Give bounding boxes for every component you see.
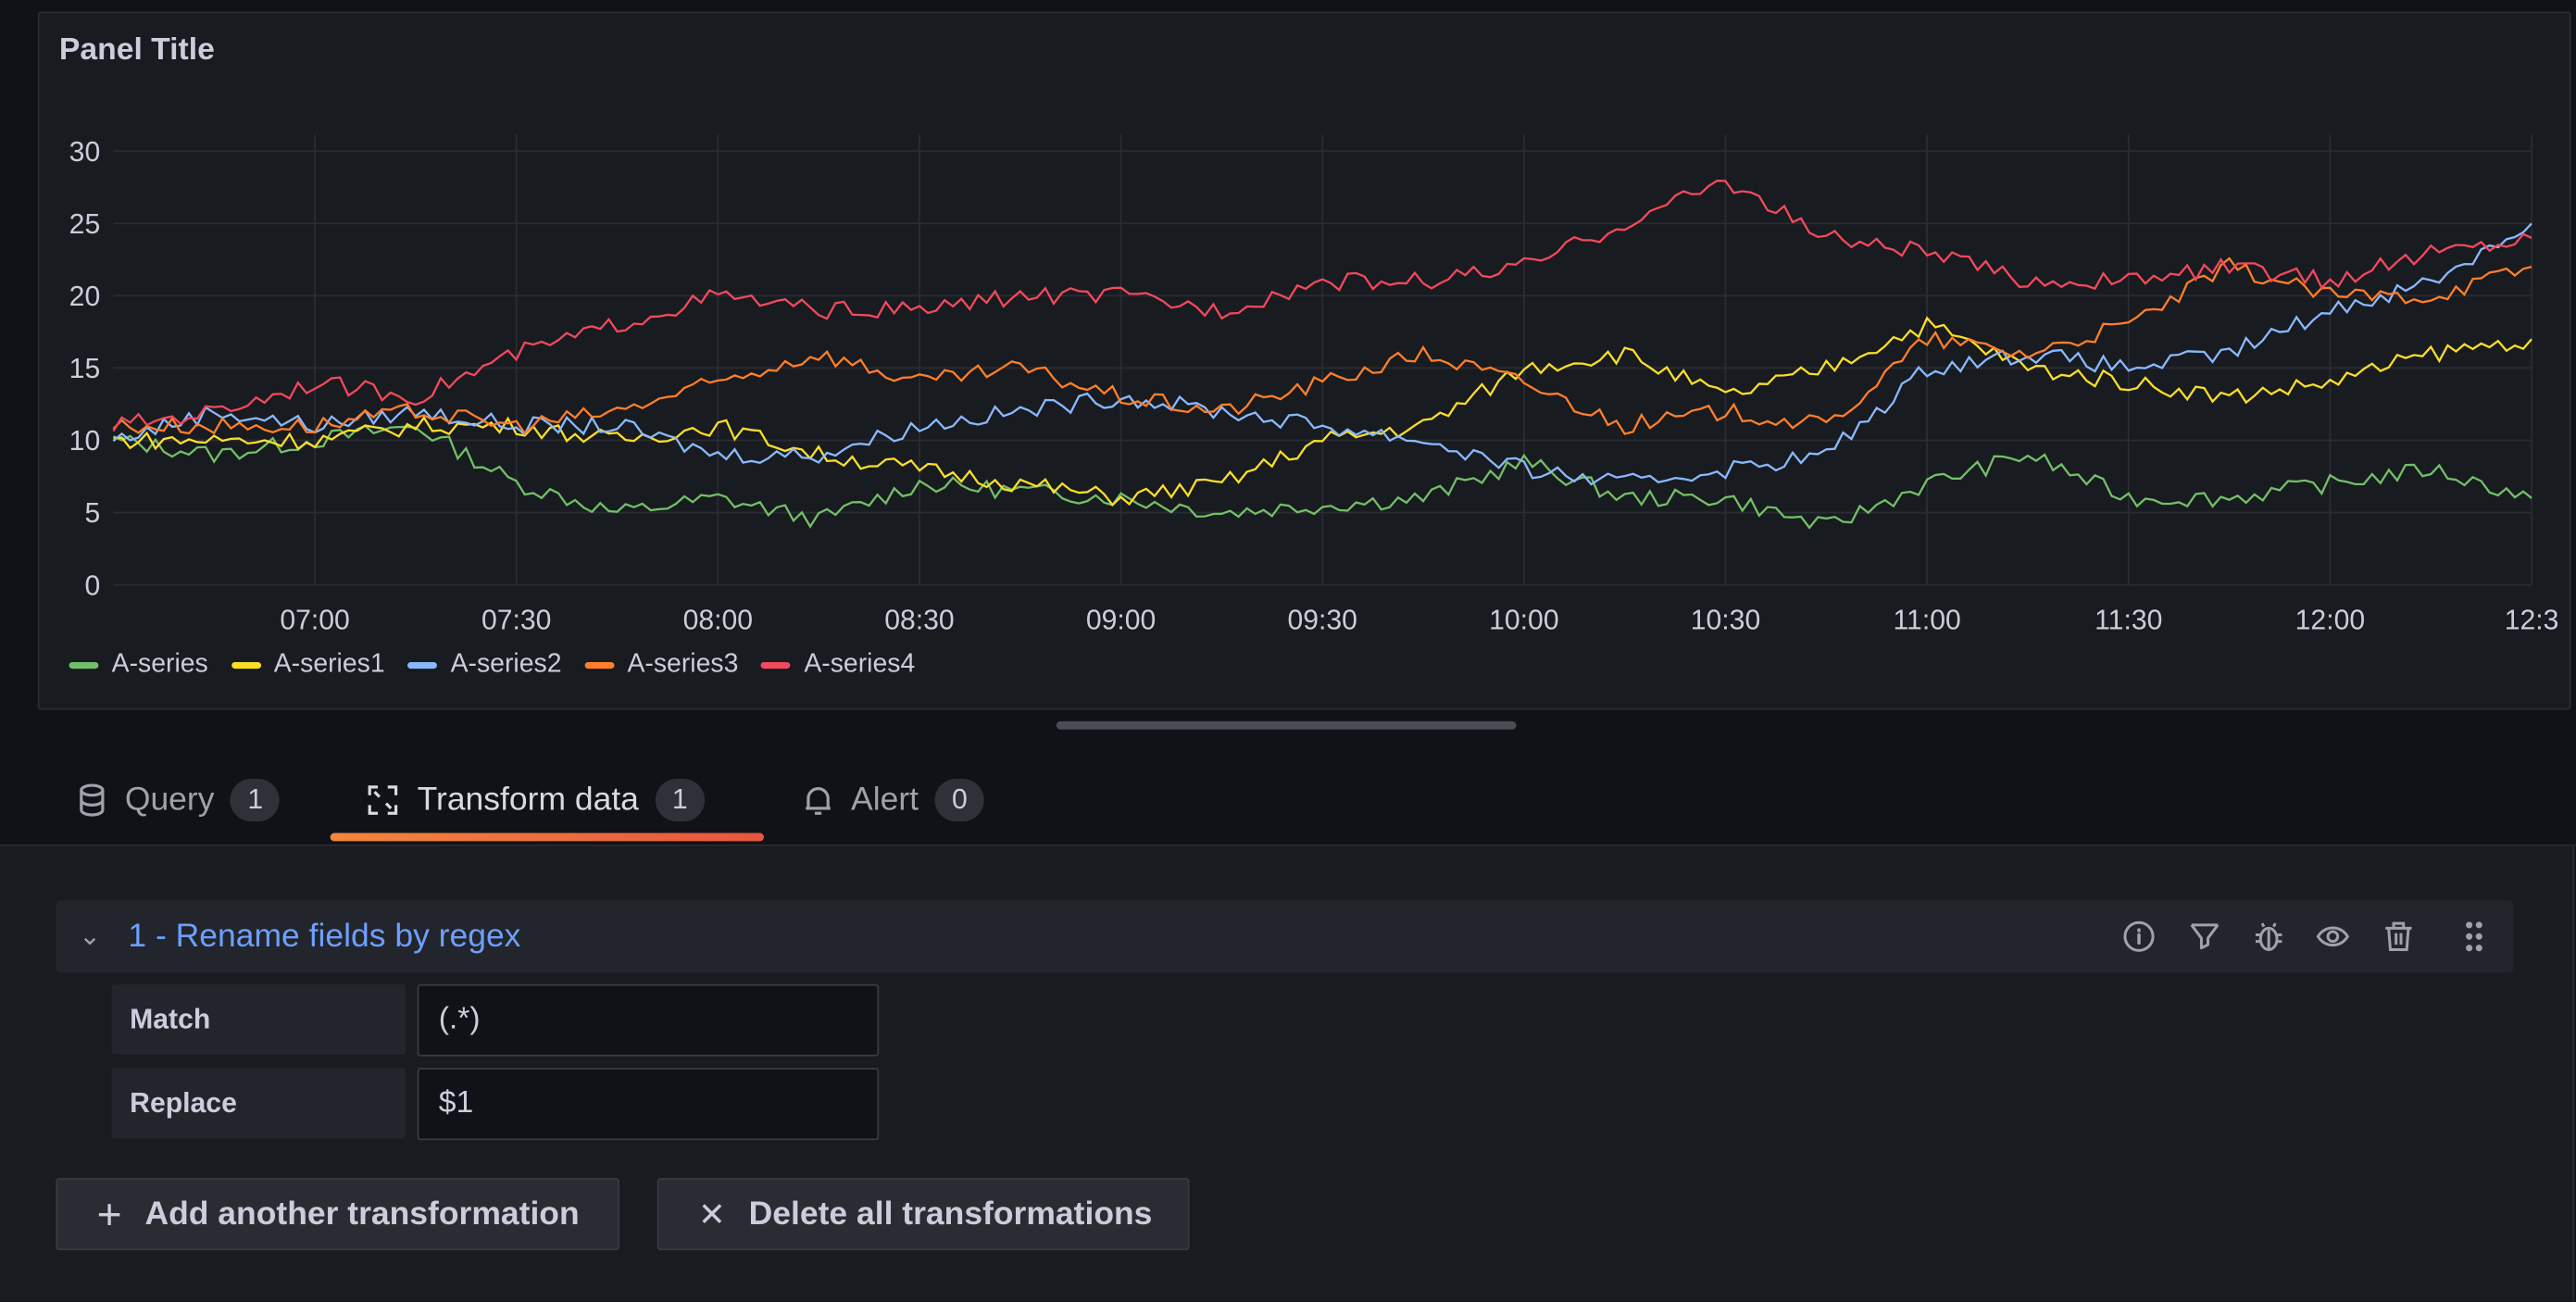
panel-title: Panel Title [58, 32, 215, 68]
x-tick-label: 09:00 [1086, 606, 1156, 636]
tab-label: Query [124, 781, 215, 818]
legend-item[interactable]: A-series1 [231, 651, 385, 681]
tab-label: Transform data [417, 781, 639, 818]
x-tick-label: 12:00 [2295, 606, 2365, 636]
x-tick-label: 10:00 [1489, 606, 1558, 636]
panel: Panel Title 0 5 10 15 20 25 30 07:00 07:30 08:00 0… [37, 11, 2571, 710]
legend-label: A-series4 [804, 650, 916, 679]
info-icon[interactable] [2120, 919, 2157, 955]
drag-handle-icon[interactable] [2456, 919, 2492, 955]
y-tick-label: 20 [69, 282, 101, 312]
active-tab-indicator [330, 833, 765, 842]
replace-input[interactable] [417, 1068, 880, 1141]
x-tick-label: 12:3 [2505, 606, 2559, 636]
transformation-title: 1 - Rename fields by regex [128, 918, 521, 955]
series-line-A-series1 [113, 316, 2532, 507]
legend-swatch [231, 662, 261, 670]
x-tick-label: 07:00 [280, 606, 349, 636]
resize-handle[interactable] [1056, 720, 1517, 730]
legend-swatch [584, 662, 615, 670]
x-tick-label: 09:30 [1287, 606, 1357, 636]
bug-icon[interactable] [2251, 919, 2287, 955]
legend-swatch [407, 662, 438, 670]
legend-swatch [761, 662, 792, 670]
y-tick-label: 15 [69, 354, 101, 384]
legend-item[interactable]: A-series [69, 651, 208, 681]
plus-icon: + [96, 1188, 122, 1238]
tab-alert[interactable]: Alert 0 [802, 775, 984, 824]
legend-item[interactable]: A-series2 [407, 651, 561, 681]
time-series-chart: 0 5 10 15 20 25 30 07:00 07:30 08:00 08:30 09:00 09:… [69, 134, 2559, 636]
legend-label: A-series3 [627, 650, 739, 679]
y-tick-label: 25 [69, 209, 101, 240]
tab-transform-data[interactable]: Transform data 1 [365, 775, 705, 824]
button-label: Add another transformation [144, 1195, 580, 1232]
x-tick-label: 10:30 [1691, 606, 1760, 636]
transform-icon [368, 785, 398, 815]
legend-swatch [69, 662, 99, 670]
filter-icon[interactable] [2186, 919, 2222, 955]
legend-item[interactable]: A-series3 [584, 651, 738, 681]
add-transformation-button[interactable]: + Add another transformation [56, 1178, 619, 1251]
replace-label: Replace [111, 1068, 406, 1139]
x-tick-label: 08:30 [884, 606, 954, 636]
series-line-A-series3 [112, 257, 2532, 435]
transformation-header[interactable]: ⌄ 1 - Rename fields by regex [56, 900, 2514, 973]
series-line-A-series [112, 424, 2532, 530]
x-tick-label: 11:30 [2095, 606, 2162, 636]
database-icon [80, 783, 105, 817]
legend-item[interactable]: A-series4 [761, 651, 915, 681]
count-badge: 0 [934, 778, 984, 822]
legend-label: A-series2 [450, 650, 562, 679]
tab-label: Alert [851, 781, 919, 818]
x-tick-label: 11:00 [1894, 606, 1961, 636]
legend: A-series A-series1 A-series2 A-series3 A-ser… [69, 651, 915, 681]
bell-icon [806, 787, 831, 815]
match-input[interactable] [417, 983, 880, 1057]
delete-all-transformations-button[interactable]: ✕ Delete all transformations [657, 1178, 1190, 1251]
count-badge: 1 [231, 778, 281, 822]
count-badge: 1 [655, 778, 705, 822]
match-label: Match [111, 983, 406, 1056]
y-tick-label: 10 [69, 426, 101, 457]
legend-label: A-series1 [273, 650, 385, 679]
chevron-down-icon[interactable]: ⌄ [79, 923, 101, 952]
tab-query[interactable]: Query 1 [76, 775, 281, 824]
eye-icon[interactable] [2315, 919, 2351, 955]
divider [0, 844, 2576, 846]
button-label: Delete all transformations [748, 1195, 1153, 1232]
series-line-A-series2 [112, 222, 2532, 486]
y-tick-label: 30 [69, 137, 101, 168]
y-tick-label: 5 [84, 498, 100, 529]
y-tick-label: 0 [84, 570, 100, 601]
close-icon: ✕ [698, 1196, 726, 1233]
legend-label: A-series [111, 650, 208, 679]
series-line-A-series4 [112, 180, 2532, 432]
x-tick-label: 08:00 [683, 606, 753, 636]
x-tick-label: 07:30 [481, 606, 551, 636]
trash-icon[interactable] [2381, 919, 2417, 955]
